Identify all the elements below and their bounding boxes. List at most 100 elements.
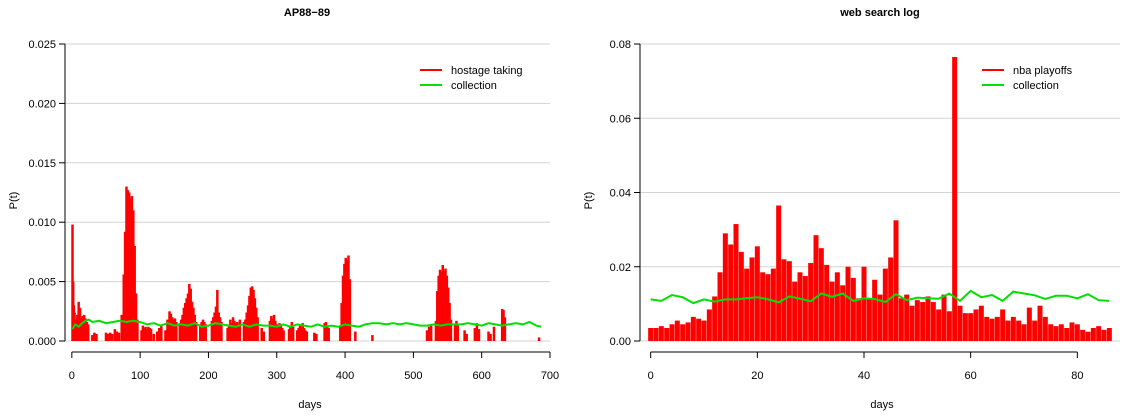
x-tick-label: 0 xyxy=(69,370,75,382)
bar xyxy=(347,255,350,341)
bar xyxy=(144,326,147,341)
y-axis-label: P(t) xyxy=(8,192,20,210)
bar xyxy=(1048,324,1054,341)
bar xyxy=(978,305,984,341)
series-line-collection xyxy=(650,289,1110,305)
bar xyxy=(204,324,207,341)
bar xyxy=(211,317,215,341)
bar xyxy=(86,324,90,341)
legend-label: collection xyxy=(451,80,497,92)
x-axis-label: days xyxy=(870,399,894,411)
x-tick-label: 700 xyxy=(541,370,559,382)
bar xyxy=(446,287,450,341)
bar xyxy=(290,321,294,341)
y-tick-label: 0.015 xyxy=(28,158,56,170)
bar xyxy=(130,196,134,341)
bar xyxy=(429,324,433,341)
bar xyxy=(348,279,352,341)
bar xyxy=(754,246,760,341)
legend-label: nba playoffs xyxy=(1013,65,1073,77)
bar xyxy=(738,251,744,341)
bar xyxy=(125,186,128,341)
bar xyxy=(73,319,77,341)
chart-panel-web-search-log: web search log 0.00 0.02 0.04 0.06 0.08 0 20 40 6… xyxy=(583,7,1120,411)
bar xyxy=(262,331,266,341)
bar xyxy=(296,330,299,341)
bar xyxy=(155,331,159,341)
y-tick-label: 0.020 xyxy=(28,98,56,110)
bar xyxy=(1010,316,1016,341)
bar xyxy=(962,313,968,341)
bar xyxy=(193,314,197,341)
bar xyxy=(213,312,216,341)
bar xyxy=(813,235,819,341)
x-tick-label: 80 xyxy=(1071,370,1083,382)
bar xyxy=(1064,328,1070,341)
bar xyxy=(113,329,117,341)
bar xyxy=(327,327,330,341)
bar xyxy=(792,281,798,341)
bar xyxy=(1080,329,1086,341)
bar xyxy=(834,272,840,341)
bar xyxy=(1000,309,1006,341)
bar xyxy=(434,320,438,341)
bar xyxy=(448,302,451,341)
bar xyxy=(260,327,263,341)
legend-label: collection xyxy=(1013,80,1059,92)
bar xyxy=(850,277,856,341)
x-tick-label: 100 xyxy=(131,370,149,382)
bar xyxy=(984,316,990,341)
bar xyxy=(882,268,888,341)
bar xyxy=(185,298,188,341)
bar xyxy=(85,321,89,341)
bar xyxy=(503,317,507,341)
bar xyxy=(1069,322,1075,341)
bar xyxy=(190,301,194,341)
bar xyxy=(170,317,174,341)
bar xyxy=(326,325,329,341)
bar xyxy=(147,326,150,341)
bar xyxy=(786,261,792,341)
bar xyxy=(81,316,85,341)
bar xyxy=(305,331,309,341)
bar xyxy=(291,326,295,341)
bar xyxy=(425,330,429,341)
bar xyxy=(1053,326,1059,341)
bar xyxy=(256,317,259,341)
bar xyxy=(658,326,664,341)
y-tick-label: 0.010 xyxy=(28,217,56,229)
bar xyxy=(427,326,431,341)
bar xyxy=(242,321,246,341)
bar xyxy=(537,337,541,341)
bar xyxy=(441,264,445,341)
y-tick-label: 0.025 xyxy=(28,39,56,51)
x-tick-label: 0 xyxy=(648,370,654,382)
bar xyxy=(845,266,851,341)
bar xyxy=(278,323,281,341)
bar xyxy=(371,335,374,341)
bar xyxy=(760,272,766,341)
bar xyxy=(475,323,479,341)
bar xyxy=(304,330,307,341)
bar xyxy=(733,224,739,341)
bar xyxy=(324,321,328,341)
bar xyxy=(341,275,345,341)
bar xyxy=(749,257,755,341)
bar xyxy=(1096,326,1102,341)
bar xyxy=(728,244,734,341)
bar xyxy=(250,286,254,341)
legend-label: hostage taking xyxy=(451,65,523,77)
bar xyxy=(1106,328,1112,341)
bar xyxy=(653,328,659,341)
y-tick-label: 0.00 xyxy=(610,336,631,348)
series-line-collection xyxy=(71,318,542,330)
bar xyxy=(126,190,130,341)
bar xyxy=(226,327,229,341)
bar xyxy=(282,330,285,341)
bar xyxy=(701,320,707,341)
bar xyxy=(465,333,468,341)
bar xyxy=(345,260,349,341)
bar xyxy=(203,321,206,341)
bar xyxy=(216,289,219,341)
x-tick-label: 600 xyxy=(473,370,491,382)
